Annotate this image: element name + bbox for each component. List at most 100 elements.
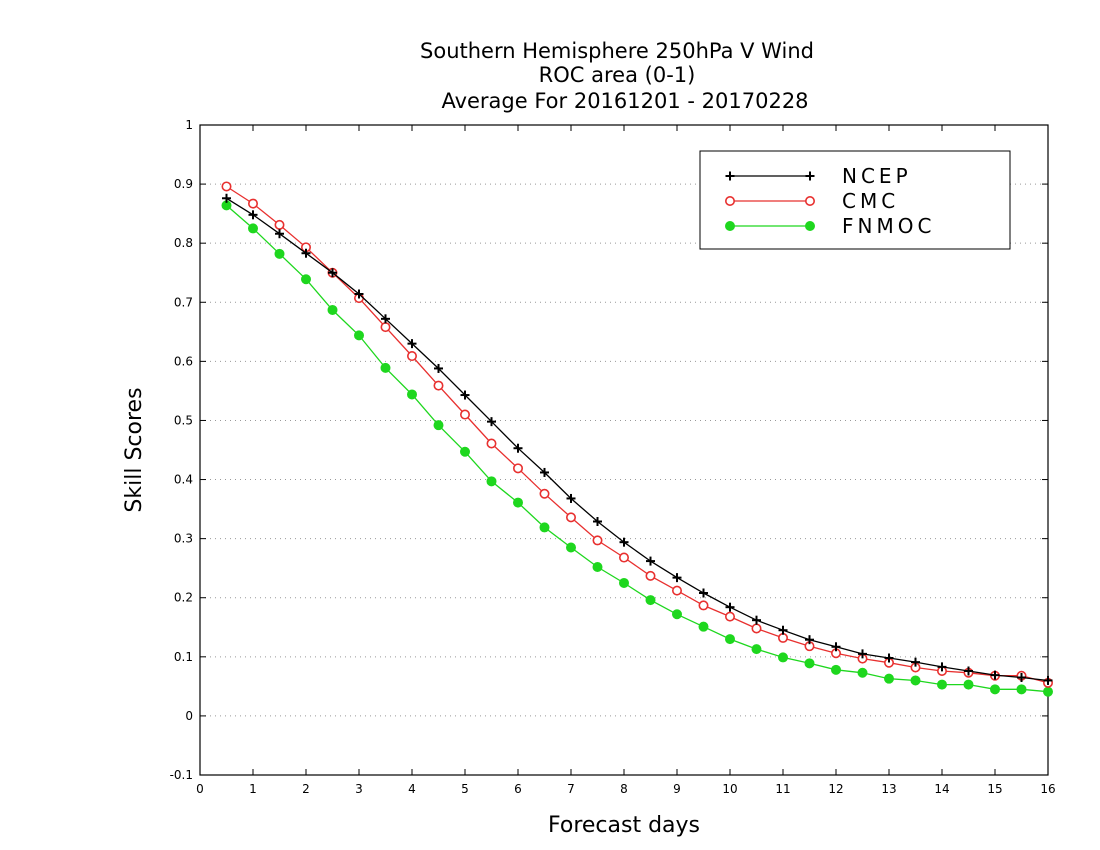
legend-label-ncep: NCEP xyxy=(842,164,912,188)
data-point-fnmoc xyxy=(884,673,894,684)
legend-marker-cmc xyxy=(724,196,735,207)
data-point-fnmoc xyxy=(513,497,523,508)
data-point-ncep xyxy=(513,443,523,453)
x-tick-label: 0 xyxy=(196,782,204,796)
series-line-cmc xyxy=(226,185,1049,684)
y-tick-label: 1 xyxy=(185,118,193,132)
series-line-fnmoc xyxy=(226,204,1049,693)
x-tick-label: 11 xyxy=(775,782,790,796)
data-point-cmc xyxy=(221,181,232,192)
series-group xyxy=(221,181,1054,697)
data-point-cmc xyxy=(565,512,576,523)
legend-marker-ncep xyxy=(725,171,735,181)
data-point-fnmoc xyxy=(433,420,444,431)
legend-marker-fnmoc xyxy=(725,221,735,231)
data-point-fnmoc xyxy=(248,223,258,234)
data-point-fnmoc xyxy=(963,679,974,690)
data-point-ncep xyxy=(911,657,920,667)
data-point-ncep xyxy=(646,556,655,566)
data-point-fnmoc xyxy=(301,274,311,285)
x-tick-label: 6 xyxy=(514,782,522,796)
series-fnmoc xyxy=(221,200,1053,697)
data-point-cmc xyxy=(751,623,762,634)
x-tick-label: 14 xyxy=(934,782,949,796)
data-point-ncep xyxy=(301,248,311,258)
data-point-ncep xyxy=(990,670,1000,680)
data-point-ncep xyxy=(831,642,841,652)
grid xyxy=(200,183,1048,717)
x-axis: 0 1 2 3 4 5 6 7 8 9 10 11 12 13 14 15 16 xyxy=(196,125,1056,796)
data-point-ncep xyxy=(619,537,629,547)
data-point-fnmoc xyxy=(592,562,603,572)
legend-item-ncep: NCEP xyxy=(725,164,912,188)
x-tick-label: 2 xyxy=(302,782,310,796)
data-point-fnmoc xyxy=(725,634,735,645)
data-point-ncep xyxy=(566,493,576,503)
data-point-ncep xyxy=(460,390,470,400)
data-point-cmc xyxy=(512,463,523,474)
y-tick-label: 0.3 xyxy=(174,532,193,546)
x-tick-label: 7 xyxy=(567,782,575,796)
data-point-cmc xyxy=(592,535,603,546)
data-point-ncep xyxy=(805,635,814,645)
data-point-ncep xyxy=(540,467,549,477)
y-tick-label: 0.4 xyxy=(174,473,193,487)
data-point-fnmoc xyxy=(407,389,417,400)
data-point-ncep xyxy=(752,615,761,625)
data-point-cmc xyxy=(698,600,709,611)
data-point-cmc xyxy=(274,219,285,230)
data-point-ncep xyxy=(884,653,894,663)
data-point-fnmoc xyxy=(486,476,497,487)
data-point-fnmoc xyxy=(1016,684,1027,695)
data-point-ncep xyxy=(275,229,284,239)
data-point-fnmoc xyxy=(831,664,841,675)
data-point-ncep xyxy=(778,625,788,635)
legend-label-cmc: CMC xyxy=(842,189,899,213)
y-tick-label: 0.6 xyxy=(174,354,193,368)
y-axis-label: Skill Scores xyxy=(122,387,147,512)
data-point-fnmoc xyxy=(698,621,709,632)
data-point-fnmoc xyxy=(751,644,762,655)
data-point-fnmoc xyxy=(804,658,815,669)
data-point-cmc xyxy=(645,570,656,581)
data-point-ncep xyxy=(858,649,867,659)
data-point-fnmoc xyxy=(566,542,576,553)
legend-label-fnmoc: FNMOC xyxy=(842,214,935,238)
data-point-ncep xyxy=(487,417,496,427)
data-point-ncep xyxy=(1043,675,1053,685)
data-point-cmc xyxy=(777,632,788,643)
data-point-ncep xyxy=(937,662,947,672)
data-point-cmc xyxy=(380,322,391,333)
data-point-fnmoc xyxy=(672,609,682,620)
x-tick-label: 8 xyxy=(620,782,628,796)
legend-box xyxy=(699,150,1011,250)
y-tick-label: 0.2 xyxy=(174,591,193,605)
y-tick-label: 0.1 xyxy=(174,650,193,664)
data-point-ncep xyxy=(672,573,682,583)
x-tick-label: 5 xyxy=(461,782,469,796)
data-point-fnmoc xyxy=(937,679,947,690)
y-axis: -0.1 0 0.1 0.2 0.3 0.4 0.5 0.6 0.7 0.8 0.9 1 xyxy=(170,118,1048,782)
data-point-fnmoc xyxy=(990,684,1000,695)
data-point-fnmoc xyxy=(619,577,629,588)
data-point-cmc xyxy=(486,438,497,449)
data-point-ncep xyxy=(381,314,390,324)
legend-item-fnmoc: FNMOC xyxy=(725,214,935,238)
data-point-fnmoc xyxy=(354,330,364,341)
data-point-cmc xyxy=(433,380,444,391)
legend-item-cmc: CMC xyxy=(724,189,899,213)
x-tick-label: 12 xyxy=(828,782,843,796)
data-point-fnmoc xyxy=(778,652,788,663)
data-point-fnmoc xyxy=(460,446,470,457)
data-point-ncep xyxy=(434,363,443,373)
data-point-cmc xyxy=(248,198,259,209)
series-cmc xyxy=(221,181,1054,688)
chart-title-line-3: Average For 20161201 - 20170228 xyxy=(441,89,808,113)
x-tick-label: 13 xyxy=(881,782,896,796)
x-tick-label: 10 xyxy=(722,782,737,796)
y-tick-label: 0.8 xyxy=(174,236,193,250)
data-point-fnmoc xyxy=(645,595,656,606)
